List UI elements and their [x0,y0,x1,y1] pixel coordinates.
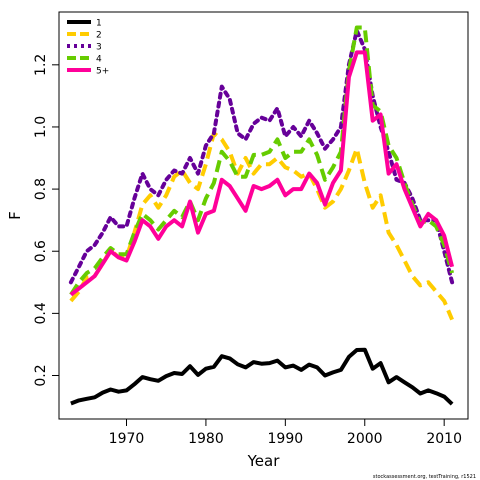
legend-label: 3 [96,43,102,53]
legend: 1 2 3 4 5+ [67,19,109,77]
legend-label: 4 [96,55,102,65]
x-axis: 1970 1980 1990 2000 2010 [109,418,462,447]
y-axis: 0.2 0.4 0.6 0.8 1.0 1.2 [33,54,60,387]
series-line-5plus [69,50,455,297]
x-tick-label: 1980 [188,431,224,447]
y-axis-title: F [6,211,24,220]
series-line-2 [69,131,454,321]
legend-label: 2 [96,31,102,41]
y-tick-label: 0.6 [33,240,49,262]
x-tick-label: 1970 [109,431,145,447]
x-tick-label: 2000 [347,431,383,447]
y-tick-label: 0.8 [33,178,49,200]
credit-text: stockassessment.org, testTraining, r1521 [373,474,476,480]
series-layer [68,25,455,406]
legend-label: 1 [96,19,102,29]
y-tick-label: 1.2 [33,54,49,76]
series-line-3 [68,28,455,285]
y-tick-label: 0.2 [33,364,49,386]
x-tick-label: 1990 [268,431,304,447]
x-axis-title: Year [247,452,281,470]
legend-label: 5+ [96,67,109,77]
y-tick-label: 1.0 [33,116,49,138]
x-tick-label: 2010 [426,431,462,447]
series-line-1 [70,347,454,406]
y-tick-label: 0.4 [33,302,49,324]
plot-frame [58,11,469,420]
